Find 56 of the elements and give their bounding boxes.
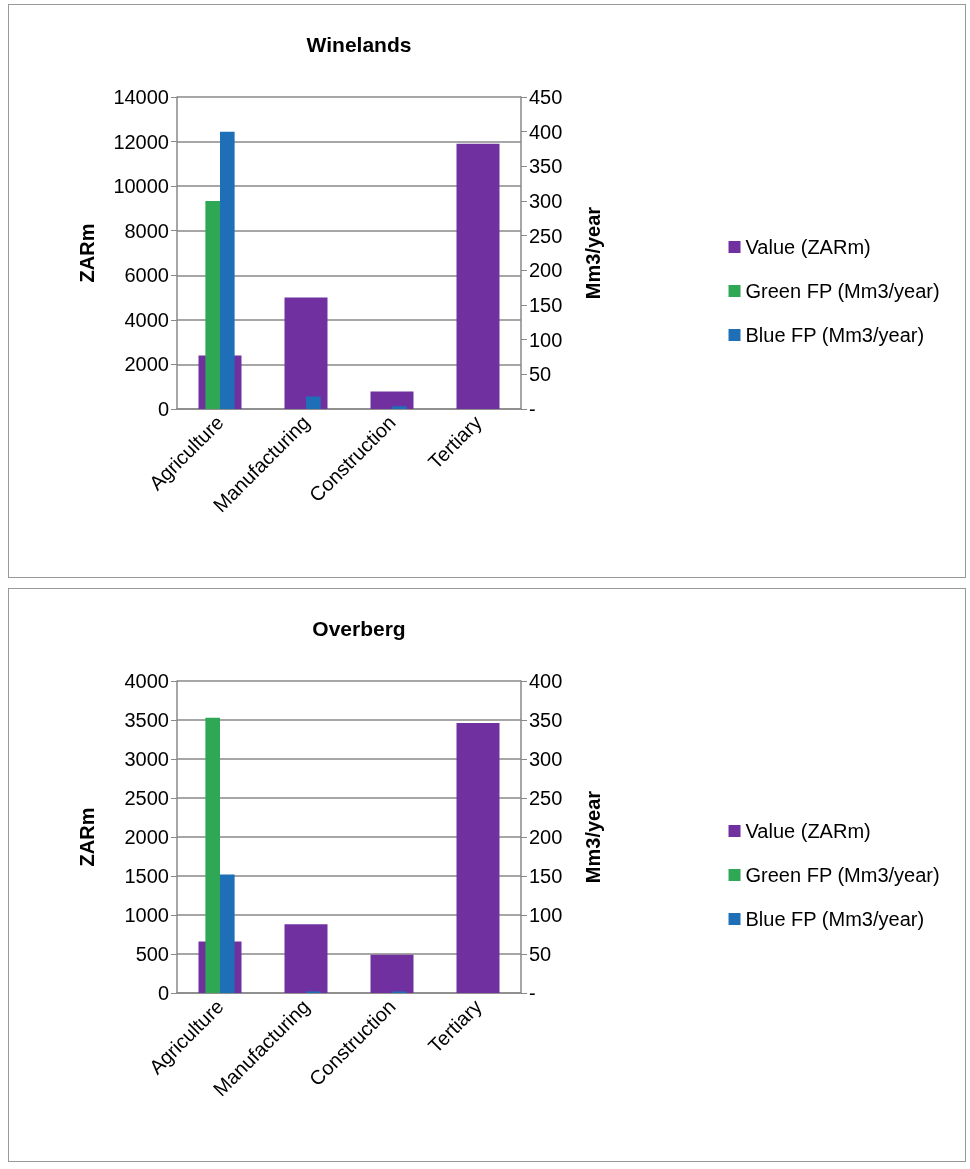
y-tick-label: 12000	[113, 130, 169, 153]
y2-tick-label: 300	[529, 748, 563, 770]
y2-tick-label: 50	[529, 363, 552, 386]
y2-tick-label: 200	[529, 826, 563, 848]
y-tick-label: 6000	[124, 264, 169, 287]
y2-tick-label: 250	[529, 224, 563, 247]
bar	[370, 954, 414, 993]
chart-title: Overberg	[312, 617, 406, 640]
y-tick-label: 2000	[124, 826, 169, 848]
y2-tick-label: 50	[529, 943, 552, 965]
bar	[456, 143, 500, 409]
y-tick-label: 14000	[113, 86, 169, 108]
chart-title: Winelands	[306, 33, 412, 56]
y2-axis-title: Mm3/year	[582, 206, 604, 300]
y-tick-label: 3000	[124, 748, 169, 770]
y-tick-label: 4000	[124, 670, 169, 692]
y-tick-label: 10000	[113, 175, 169, 198]
y2-tick-label: -	[529, 982, 536, 1004]
y-tick-label: 0	[157, 398, 169, 420]
bar	[284, 924, 328, 993]
bar	[284, 297, 328, 409]
y-axis-title: ZARm	[76, 223, 98, 283]
y-tick-label: 1500	[124, 865, 169, 887]
y2-tick-label: 400	[529, 670, 563, 692]
y2-tick-label: 400	[529, 120, 563, 143]
y2-tick-label: -	[529, 398, 536, 420]
y2-tick-label: 350	[529, 155, 563, 178]
y2-tick-label: 150	[529, 865, 563, 887]
bar	[370, 391, 414, 409]
bar	[306, 396, 321, 409]
y2-tick-label: 150	[529, 294, 563, 316]
bar	[392, 406, 407, 409]
y2-tick-label: 100	[529, 328, 563, 351]
y2-axis-title: Mm3/year	[582, 790, 604, 884]
y-axis-title: ZARm	[76, 807, 98, 867]
legend-label: Green FP (Mm3/year)	[745, 864, 940, 886]
y-tick-label: 0	[157, 982, 169, 1004]
y2-tick-label: 250	[529, 787, 563, 809]
y2-tick-label: 100	[529, 904, 563, 926]
y-tick-label: 3500	[124, 709, 169, 731]
y2-tick-label: 200	[529, 259, 563, 282]
y-tick-label: 8000	[124, 219, 169, 242]
y-tick-label: 4000	[124, 308, 169, 331]
legend-label: Value (ZARm)	[745, 236, 871, 258]
legend-label: Blue FP (Mm3/year)	[745, 908, 925, 930]
y2-tick-label: 350	[529, 709, 563, 731]
legend-label: Green FP (Mm3/year)	[745, 280, 940, 302]
bar	[456, 723, 500, 993]
y-tick-label: 500	[135, 943, 169, 965]
y-tick-label: 1000	[124, 904, 169, 926]
y-tick-label: 2500	[124, 787, 169, 809]
legend-label: Blue FP (Mm3/year)	[745, 324, 925, 346]
y2-tick-label: 450	[529, 86, 563, 108]
legend-label: Value (ZARm)	[745, 820, 871, 842]
y-tick-label: 2000	[124, 353, 169, 376]
y2-tick-label: 300	[529, 190, 563, 212]
